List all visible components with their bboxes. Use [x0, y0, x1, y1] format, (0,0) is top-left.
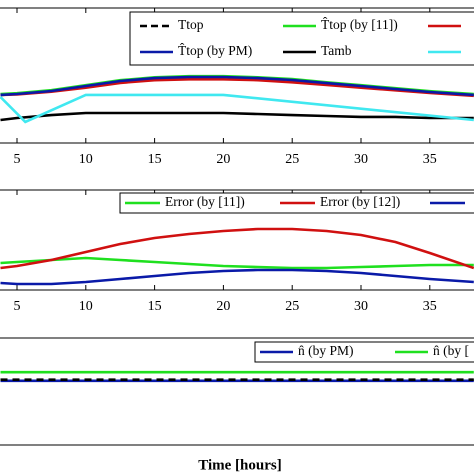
axes-box: [0, 337, 474, 446]
legend-box: [254, 341, 474, 363]
x-tick-label: 10: [79, 152, 93, 167]
legend: Ttop T̂top (by [11]) T̂top (by PM) Tamb: [129, 11, 474, 66]
series-line: [0, 227, 474, 270]
legend-box: [129, 11, 474, 66]
x-tick-label: 30: [354, 152, 368, 167]
x-tick-label: 35: [423, 152, 437, 167]
legend-label: T̂top (by PM): [178, 43, 252, 58]
legend: Error (by [11]) Error (by [12]): [119, 192, 474, 214]
x-tick-label: 15: [148, 152, 162, 167]
legend-label: Error (by [12]): [320, 194, 400, 209]
x-tick-label: 5: [14, 299, 21, 314]
legend-label: n̂ (by [: [433, 343, 469, 358]
series-line: [0, 268, 474, 286]
axes-box: [0, 189, 474, 291]
axes-box: [0, 7, 474, 144]
legend-label: Tamb: [321, 43, 352, 58]
x-tick-label: 25: [285, 152, 299, 167]
series-line: [0, 111, 474, 122]
legend-label: Error (by [11]): [165, 194, 245, 209]
series-line: [0, 93, 474, 124]
series-line: [0, 75, 474, 97]
x-tick-label: 20: [216, 299, 230, 314]
legend-label: T̂top (by [11]): [321, 17, 398, 32]
x-axis-label: Time [hours]: [198, 457, 281, 473]
x-tick-label: 10: [79, 299, 93, 314]
x-tick-label: 20: [216, 152, 230, 167]
x-tick-label: 5: [14, 152, 21, 167]
legend-label: Ttop: [178, 17, 204, 32]
x-tick-label: 35: [423, 299, 437, 314]
x-tick-label: 25: [285, 299, 299, 314]
x-tick-label: 30: [354, 299, 368, 314]
legend: n̂ (by PM) n̂ (by [: [254, 341, 474, 363]
legend-label: n̂ (by PM): [298, 343, 354, 358]
x-tick-label: 15: [148, 299, 162, 314]
series-line: [0, 256, 474, 270]
